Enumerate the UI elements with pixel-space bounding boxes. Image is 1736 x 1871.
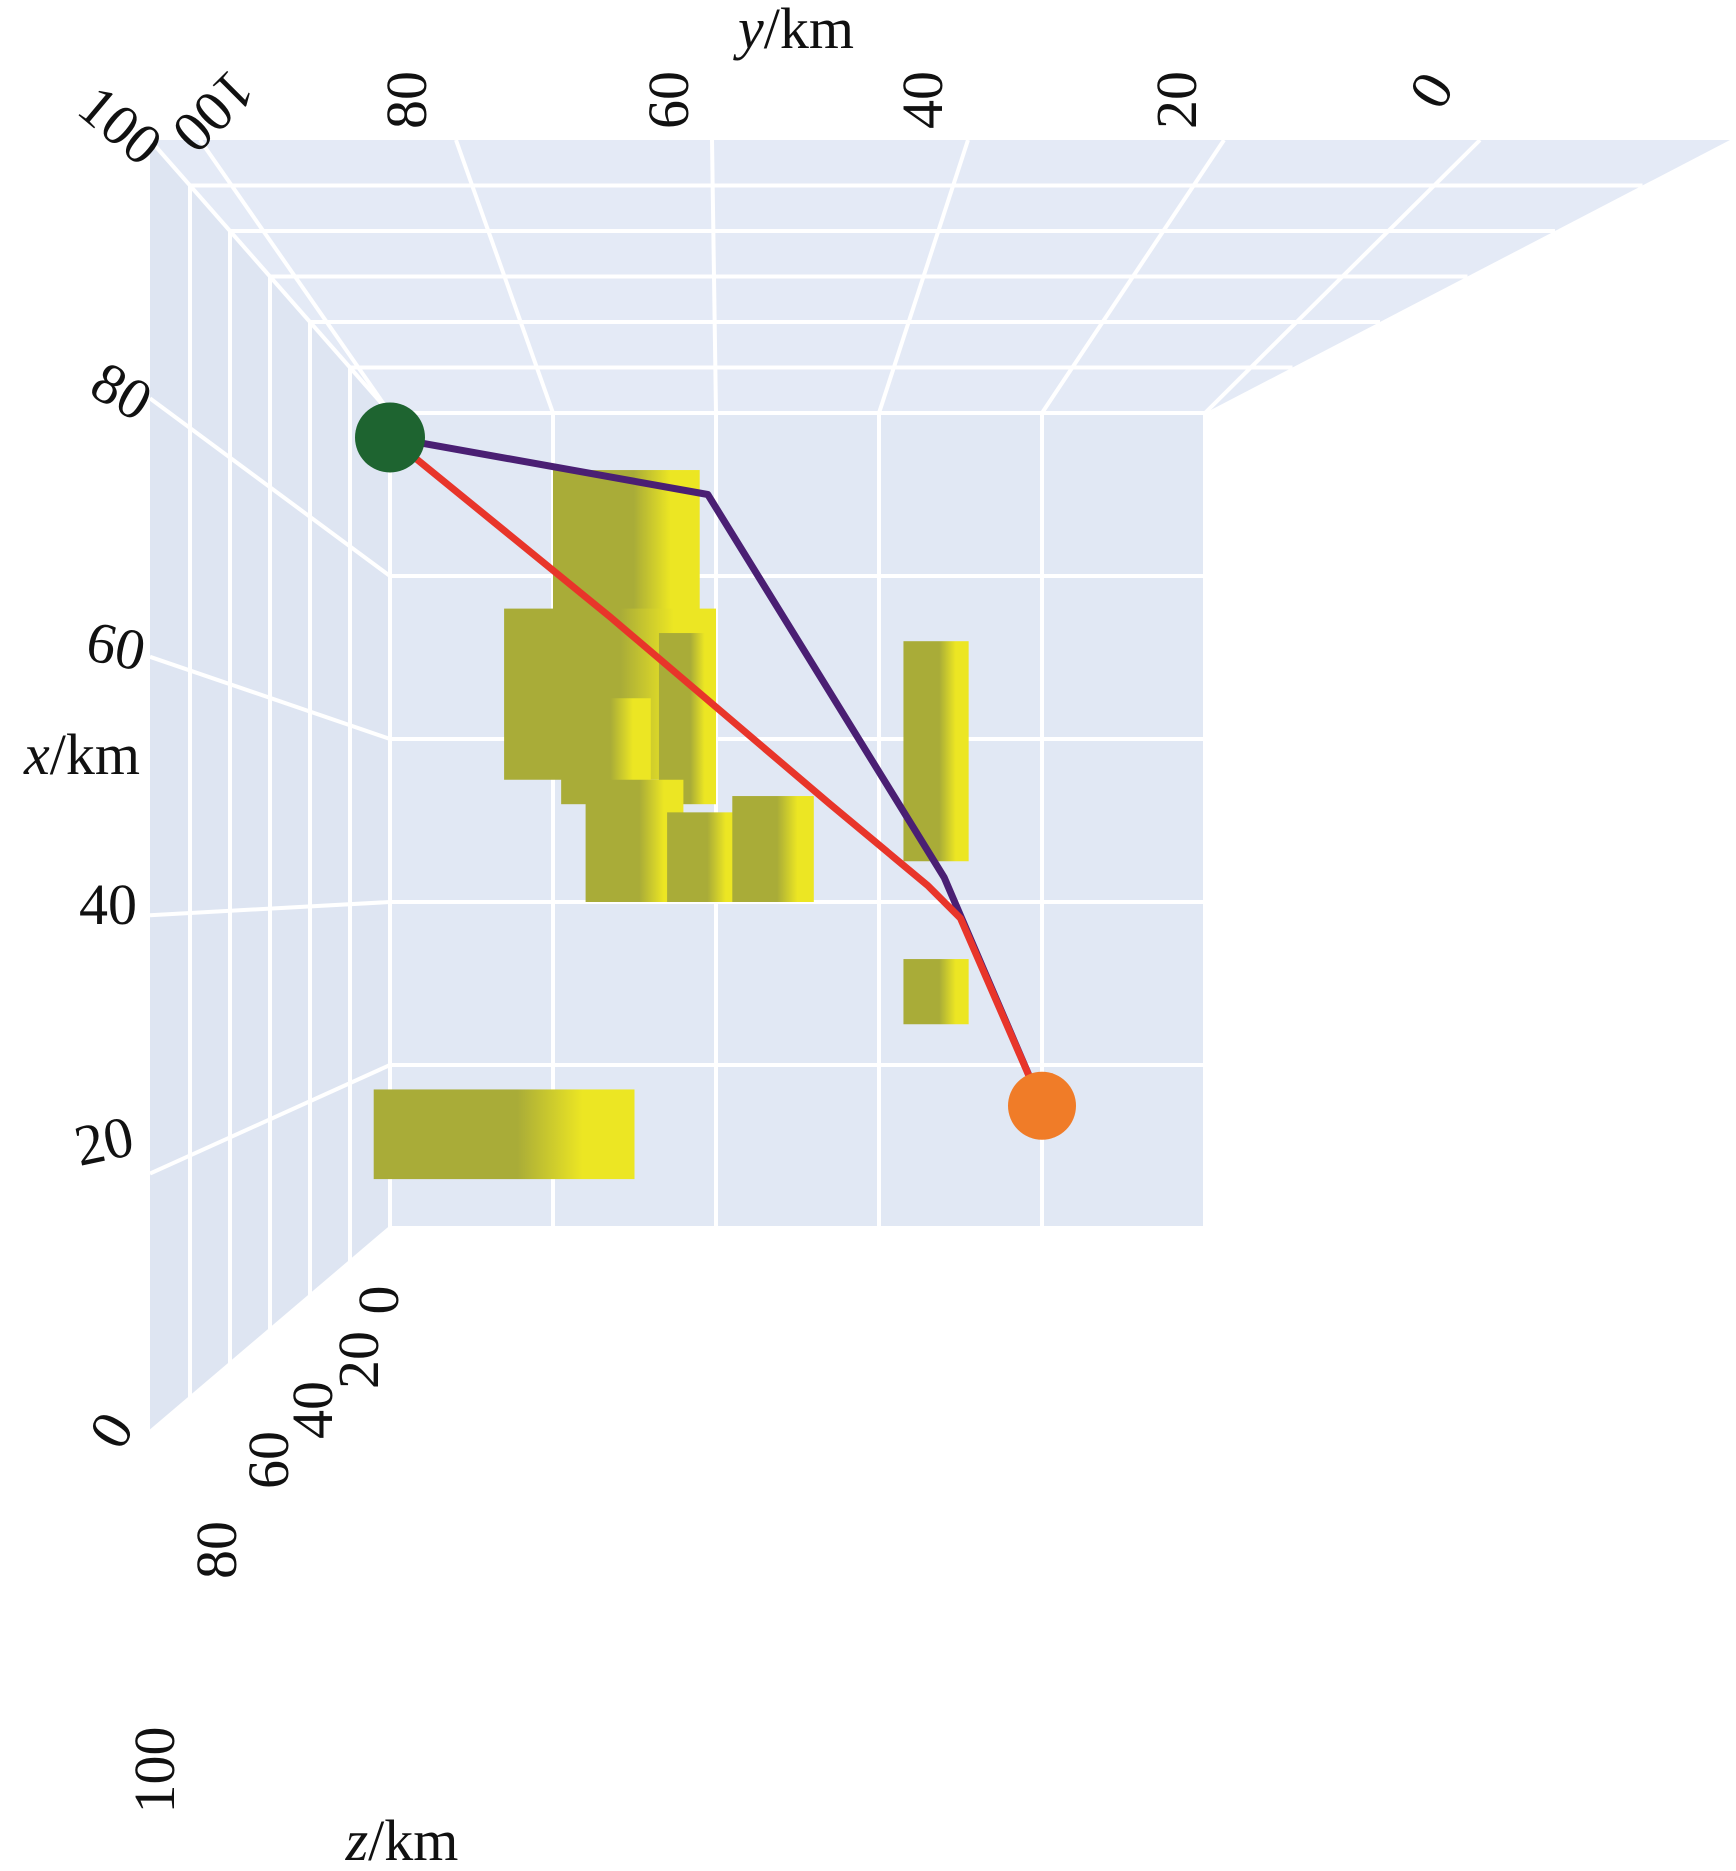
y-axis-label: y/km: [733, 0, 854, 61]
z-axis-ticks: 0 20 40 60 80 100: [122, 1286, 411, 1814]
path-series-2: [387, 434, 1046, 1108]
z-tick-40: 40: [280, 1381, 345, 1439]
start-point-marker: [355, 402, 425, 473]
obstacle-9: [903, 959, 969, 1025]
y-tick-80: 80: [374, 71, 439, 129]
z-tick-80: 80: [184, 1521, 249, 1579]
z-tick-20: 20: [326, 1331, 391, 1389]
end-point-marker: [1008, 1071, 1076, 1140]
x-tick-40: 40: [79, 872, 137, 937]
grid-lines: [148, 138, 1643, 1434]
x-tick-60: 60: [81, 608, 151, 684]
x-axis-label: x/km: [23, 722, 140, 787]
obstacle-4: [658, 633, 716, 805]
y-tick-60: 60: [636, 71, 701, 129]
z-tick-60: 60: [236, 1431, 301, 1489]
obstacle-7: [732, 796, 814, 902]
obstacle-10: [373, 1089, 635, 1180]
z-axis-label: z/km: [345, 1808, 459, 1871]
x-tick-0: 0: [76, 1401, 147, 1459]
obstacle-6: [667, 812, 741, 902]
y-tick-40: 40: [890, 71, 955, 129]
paths-layer: [387, 433, 1046, 1108]
obstacles-layer: [373, 470, 969, 1180]
x-tick-20: 20: [69, 1103, 139, 1179]
y-tick-0: 0: [1396, 61, 1467, 119]
z-tick-100: 100: [122, 1727, 187, 1814]
y-tick-20: 20: [1144, 71, 1209, 129]
z-tick-0: 0: [346, 1286, 411, 1315]
